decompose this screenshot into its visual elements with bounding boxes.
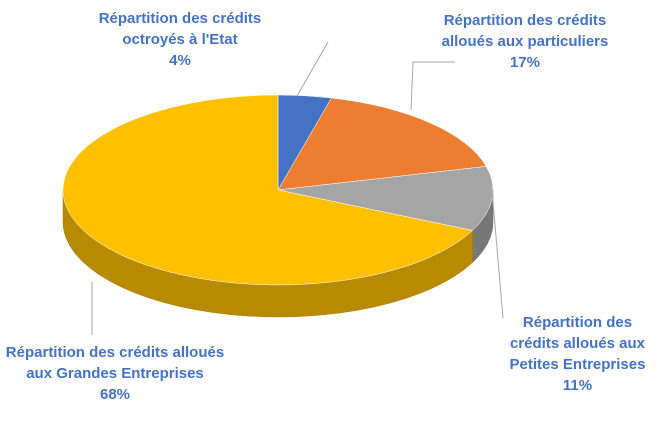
slice-label: Répartition des crédits octroyés à l'Eta… bbox=[80, 8, 280, 71]
leader-line bbox=[410, 61, 455, 111]
category-label: Répartition des crédits alloués aux Gran… bbox=[5, 344, 225, 382]
pie bbox=[62, 94, 494, 318]
leader-lines bbox=[91, 41, 504, 335]
category-label: Répartition des crédits alloués aux Peti… bbox=[509, 314, 646, 373]
slice-label: Répartition des crédits alloués aux part… bbox=[430, 10, 620, 73]
slice-label: Répartition des crédits alloués aux Gran… bbox=[5, 342, 225, 405]
value-label: 17% bbox=[509, 54, 541, 71]
value-label: 4% bbox=[169, 52, 191, 69]
slice bbox=[277, 166, 494, 231]
value-label: 68% bbox=[99, 386, 131, 403]
leader-line bbox=[491, 189, 504, 319]
slice bbox=[277, 97, 487, 191]
slice-label: Répartition des crédits alloués aux Peti… bbox=[500, 312, 655, 396]
category-label: Répartition des crédits alloués aux part… bbox=[441, 12, 609, 50]
leader-line bbox=[296, 41, 329, 97]
category-label: Répartition des crédits octroyés à l'Eta… bbox=[98, 10, 262, 48]
slice bbox=[62, 94, 474, 286]
value-label: 11% bbox=[562, 377, 593, 394]
